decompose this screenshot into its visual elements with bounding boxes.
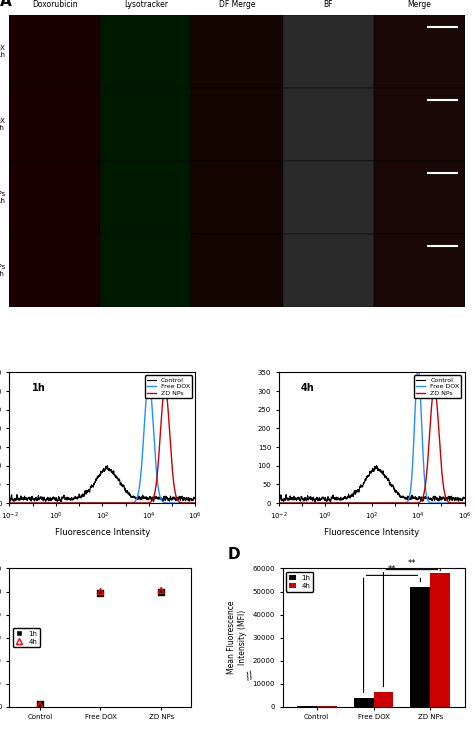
Bar xyxy=(191,15,283,88)
Bar xyxy=(283,88,374,161)
Bar xyxy=(374,161,465,234)
Text: Free DOX
4h: Free DOX 4h xyxy=(0,118,5,131)
Bar xyxy=(410,587,430,707)
Text: DF Merge: DF Merge xyxy=(219,0,255,9)
Text: **: ** xyxy=(408,559,416,568)
Text: 4h: 4h xyxy=(301,383,315,393)
Legend: 1h, 4h: 1h, 4h xyxy=(13,628,40,647)
4h xyxy=(36,699,44,711)
Text: ZD NPs
4h: ZD NPs 4h xyxy=(0,264,5,277)
X-axis label: Fluorescence Intensity: Fluorescence Intensity xyxy=(55,527,150,536)
Bar xyxy=(191,88,283,161)
Legend: Control, Free DOX, ZD NPs: Control, Free DOX, ZD NPs xyxy=(414,376,461,398)
Bar xyxy=(430,573,450,707)
Bar xyxy=(374,15,465,88)
Bar xyxy=(374,234,465,307)
1h xyxy=(36,699,44,711)
Bar xyxy=(9,88,100,161)
Legend: 1h, 4h: 1h, 4h xyxy=(286,572,313,591)
Text: Merge: Merge xyxy=(407,0,431,9)
1h xyxy=(97,587,104,599)
4h xyxy=(97,586,104,597)
Text: BF: BF xyxy=(323,0,333,9)
Bar xyxy=(283,234,374,307)
Text: **: ** xyxy=(388,565,396,574)
Text: Lysotracker: Lysotracker xyxy=(124,0,168,9)
Text: A: A xyxy=(0,0,12,9)
Bar xyxy=(354,698,374,707)
4h xyxy=(157,585,165,597)
Bar xyxy=(100,15,191,88)
Bar xyxy=(374,692,393,707)
Bar xyxy=(9,15,100,88)
Bar xyxy=(100,161,191,234)
Text: D: D xyxy=(228,547,240,562)
Bar xyxy=(374,88,465,161)
Text: //: // xyxy=(245,670,255,682)
Bar xyxy=(9,234,100,307)
1h xyxy=(157,586,165,597)
Bar xyxy=(297,705,317,707)
Text: Doxorubicin: Doxorubicin xyxy=(32,0,78,9)
Text: ZD NPs
1h: ZD NPs 1h xyxy=(0,191,5,204)
Bar xyxy=(191,161,283,234)
Bar xyxy=(283,15,374,88)
X-axis label: Fluorescence Intensity: Fluorescence Intensity xyxy=(324,527,419,536)
Text: 1h: 1h xyxy=(32,383,46,393)
Bar xyxy=(9,161,100,234)
Legend: Control, Free DOX, ZD NPs: Control, Free DOX, ZD NPs xyxy=(145,376,192,398)
Y-axis label: Mean Fluorescence
Intensity (MFI): Mean Fluorescence Intensity (MFI) xyxy=(228,601,247,674)
Text: Free DOX
1h: Free DOX 1h xyxy=(0,45,5,58)
Bar xyxy=(100,88,191,161)
Bar xyxy=(191,234,283,307)
Bar xyxy=(283,161,374,234)
Bar xyxy=(100,234,191,307)
